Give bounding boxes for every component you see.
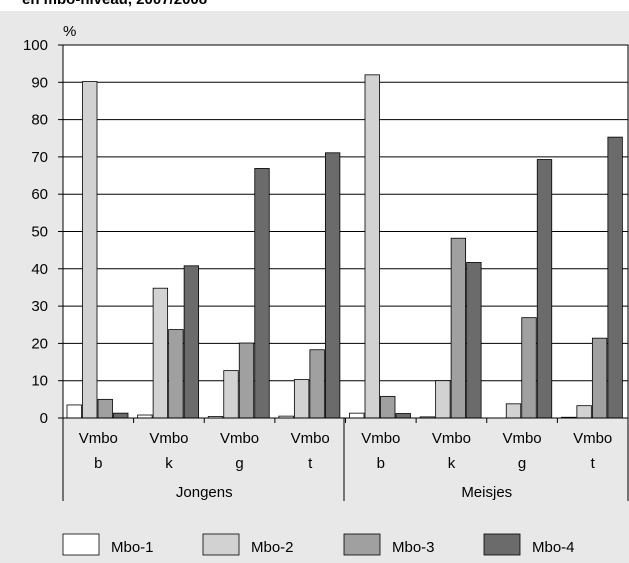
y-tick-label: 60 bbox=[31, 186, 48, 203]
legend-label: Mbo-1 bbox=[111, 539, 154, 556]
x-category-label-line2: b bbox=[377, 455, 385, 472]
x-category-label-line2: g bbox=[235, 455, 243, 472]
x-category-label-line2: k bbox=[165, 455, 173, 472]
axes bbox=[62, 45, 629, 501]
bar-mbo-3 bbox=[380, 395, 396, 419]
bar-mbo-2 bbox=[152, 287, 169, 419]
legend-swatch-mbo-2 bbox=[202, 533, 240, 556]
y-tick-label: 100 bbox=[23, 37, 48, 54]
bar-mbo-2 bbox=[364, 74, 380, 419]
x-category-label-line1: Vmbo bbox=[432, 430, 471, 447]
x-category-labels: Vmbo b Vmbo k Vmbo g Vmbo t Vmbo b Vmbo k Vmbo g Vmbo t bbox=[79, 430, 613, 472]
y-tick-label: 90 bbox=[31, 74, 48, 91]
bar-mbo-3 bbox=[521, 317, 537, 419]
y-tick-label: 50 bbox=[31, 224, 48, 241]
bar-mbo-2 bbox=[505, 403, 522, 419]
bar-mbo-3 bbox=[591, 337, 608, 419]
x-category-label-line1: Vmbo bbox=[361, 430, 400, 447]
legend-label: Mbo-3 bbox=[392, 539, 435, 556]
bar-mbo-3 bbox=[97, 398, 113, 419]
group-label: Meisjes bbox=[461, 484, 512, 501]
x-category-label-line2: g bbox=[518, 455, 526, 472]
y-tick-labels: 0 10 20 30 40 50 60 70 80 90 100 bbox=[23, 37, 48, 427]
legend-swatch-mbo-3 bbox=[343, 533, 381, 556]
x-category-label-line2: b bbox=[94, 455, 102, 472]
x-category-label-line1: Vmbo bbox=[573, 430, 612, 447]
bar-mbo-3 bbox=[450, 237, 467, 419]
y-axis-label: % bbox=[63, 23, 76, 40]
legend-label: Mbo-2 bbox=[251, 539, 294, 556]
y-tick-label: 70 bbox=[31, 149, 48, 166]
bar-mbo-4 bbox=[113, 412, 129, 419]
group-labels: Jongens Meisjes bbox=[176, 484, 512, 501]
y-tick-label: 30 bbox=[31, 298, 48, 315]
legend-swatch-mbo-4 bbox=[483, 533, 521, 556]
legend-swatch-mbo-1 bbox=[62, 533, 100, 556]
legend: Mbo-1 Mbo-2 Mbo-3 Mbo-4 bbox=[62, 533, 575, 556]
bar-mbo-3 bbox=[309, 349, 325, 419]
x-category-label-line1: Vmbo bbox=[502, 430, 541, 447]
bar-mbo-3 bbox=[238, 342, 255, 419]
bar-mbo-1 bbox=[349, 412, 365, 419]
x-category-label-line1: Vmbo bbox=[291, 430, 330, 447]
bar-mbo-2 bbox=[223, 370, 239, 419]
bar-mbo-2 bbox=[435, 380, 451, 419]
bar-mbo-3 bbox=[168, 329, 184, 419]
bar-mbo-4 bbox=[607, 136, 623, 419]
bar-mbo-4 bbox=[324, 152, 341, 419]
group-label: Jongens bbox=[176, 484, 233, 501]
bars bbox=[66, 74, 623, 419]
x-category-label-line1: Vmbo bbox=[79, 430, 118, 447]
x-category-label-line1: Vmbo bbox=[220, 430, 259, 447]
bar-mbo-2 bbox=[293, 379, 310, 419]
legend-label: Mbo-4 bbox=[532, 539, 575, 556]
bar-mbo-4 bbox=[254, 168, 270, 419]
bar-mbo-4 bbox=[395, 413, 411, 419]
x-category-label-line2: k bbox=[448, 455, 456, 472]
x-category-label-line1: Vmbo bbox=[149, 430, 188, 447]
y-tick-label: 20 bbox=[31, 335, 48, 352]
y-tick-label: 0 bbox=[40, 410, 48, 427]
y-tick-label: 80 bbox=[31, 112, 48, 129]
bar-mbo-4 bbox=[536, 159, 553, 419]
x-category-label-line2: t bbox=[308, 455, 313, 472]
y-tick-label: 40 bbox=[31, 261, 48, 278]
bar-mbo-2 bbox=[82, 81, 98, 419]
y-tick-label: 10 bbox=[31, 373, 48, 390]
chart-title-fragment: en mbo-niveau, 2007/2008 bbox=[22, 0, 207, 8]
bar-mbo-4 bbox=[466, 262, 482, 419]
bar-mbo-4 bbox=[183, 265, 200, 419]
x-category-label-line2: t bbox=[591, 455, 596, 472]
bar-mbo-1 bbox=[66, 404, 82, 419]
bar-mbo-2 bbox=[576, 405, 592, 419]
